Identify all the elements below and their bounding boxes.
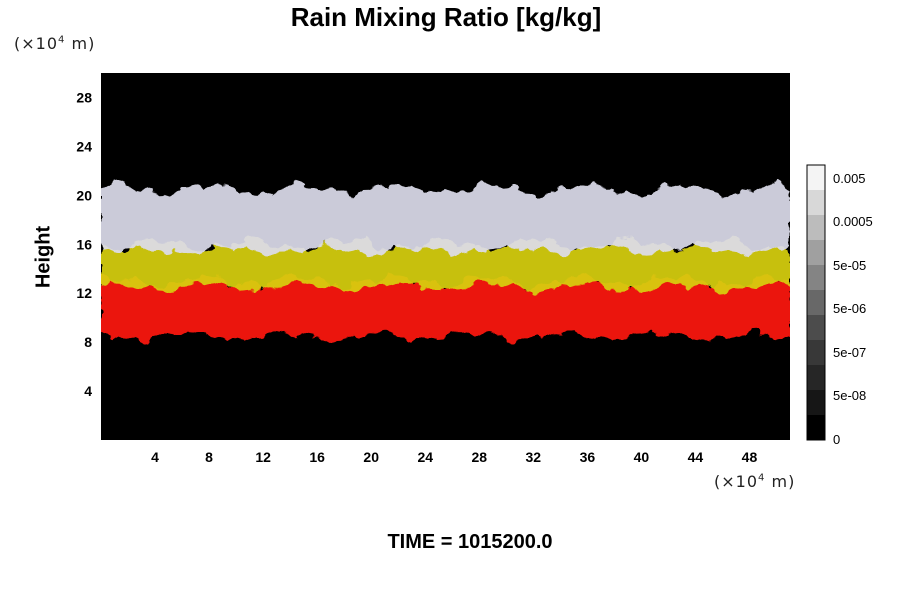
y-tick-label: 20 [76,187,92,203]
colorbar-swatch [807,415,825,441]
colorbar-swatch [807,265,825,291]
colorbar-swatch [807,365,825,391]
colorbar-label: 0.005 [833,171,866,186]
x-tick-label: 36 [580,449,596,465]
y-tick-label: 24 [76,138,92,154]
y-tick-label: 8 [84,334,92,350]
colorbar-label: 5e-07 [833,345,866,360]
colorbar-frame [806,164,826,441]
x-tick-label: 48 [742,449,758,465]
x-tick-label: 44 [688,449,704,465]
time-label: TIME = 1015200.0 [387,531,553,553]
x-unit-label: (×104 m) [714,472,796,491]
x-tick-label: 4 [151,449,159,465]
x-tick-label: 12 [255,449,271,465]
chart-title: Rain Mixing Ratio [kg/kg] [290,2,602,32]
colorbar-label: 0 [833,432,840,447]
colorbar-swatch [807,340,825,366]
y-unit-label: (×104 m) [14,34,96,53]
y-tick-label: 12 [76,285,92,301]
colorbar-swatch [807,190,825,216]
x-tick-label: 32 [526,449,542,465]
y-tick-label: 4 [84,383,92,399]
x-tick-label: 40 [634,449,650,465]
colorbar-swatch [807,215,825,241]
y-tick-label: 16 [76,236,92,252]
colorbar-label: 5e-06 [833,301,866,316]
colorbar-swatch [807,240,825,266]
x-tick-labels: 4 8 12 16 20 24 28 32 36 40 44 48 [151,449,757,465]
colorbar-label: 5e-08 [833,388,866,403]
y-tick-label: 28 [76,89,92,105]
colorbar-swatch [807,390,825,416]
x-tick-label: 28 [471,449,487,465]
x-tick-label: 24 [417,449,433,465]
x-tick-label: 8 [205,449,213,465]
colorbar-swatch [807,315,825,341]
layer-band [101,180,790,258]
x-tick-label: 16 [309,449,325,465]
colorbar-label: 0.0005 [833,214,873,229]
x-tick-label: 20 [363,449,379,465]
colorbar-swatch [807,165,825,191]
colorbar: 0.005 0.0005 5e-05 5e-06 5e-07 5e-08 0 [806,164,873,447]
y-tick-labels: 4 8 12 16 20 24 28 [76,89,92,399]
colorbar-label: 5e-05 [833,258,866,273]
colorbar-swatch [807,290,825,316]
rain-field [101,180,790,343]
